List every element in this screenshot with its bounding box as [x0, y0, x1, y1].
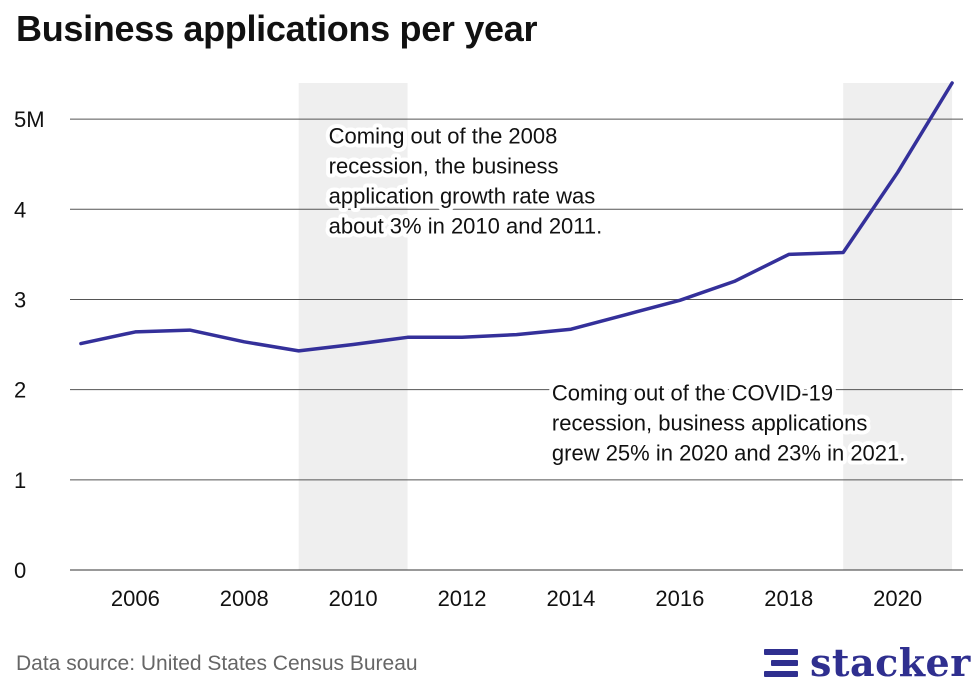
y-tick-label: 0 [14, 558, 26, 583]
chart-title: Business applications per year [16, 8, 538, 49]
annotation-line: recession, business applications [552, 410, 868, 435]
annotation-line: recession, the business [329, 153, 559, 178]
data-source: Data source: United States Census Bureau [16, 652, 418, 675]
annotation-line: about 3% in 2010 and 2011. [329, 213, 603, 238]
annotation-1: Coming out of the 2008 recession, the bus… [325, 119, 607, 242]
annotation-2: Coming out of the COVID-19 recession, bus… [548, 376, 909, 469]
x-tick-label: 2012 [438, 586, 487, 611]
stacker-icon [764, 644, 798, 682]
x-tick-label: 2014 [546, 586, 595, 611]
annotation-line: grew 25% in 2020 and 23% in 2021. [552, 440, 905, 465]
recession-band-2 [843, 83, 953, 570]
y-tick-label: 5M [14, 107, 45, 132]
x-tick-label: 2010 [329, 586, 378, 611]
y-tick-label: 4 [14, 197, 26, 222]
y-tick-label: 3 [14, 287, 26, 312]
annotation-line: Coming out of the COVID-19 [552, 380, 833, 405]
x-tick-label: 2020 [873, 586, 922, 611]
line-chart: 0 1 2 3 4 5M 2006 2008 2010 2012 2014 2016 2018 2020 C… [14, 81, 963, 611]
brand-logo: stacker [764, 640, 971, 685]
y-tick-label: 1 [14, 468, 26, 493]
x-tick-label: 2006 [111, 586, 160, 611]
recession-band-1 [298, 83, 408, 570]
x-tick-label: 2008 [220, 586, 269, 611]
annotation-line: application growth rate was [329, 183, 596, 208]
x-tick-label: 2018 [764, 586, 813, 611]
annotation-line: Coming out of the 2008 [329, 123, 558, 148]
brand-wordmark: stacker [810, 640, 971, 685]
y-tick-label: 2 [14, 378, 26, 403]
series-line [79, 81, 954, 353]
x-tick-label: 2016 [655, 586, 704, 611]
